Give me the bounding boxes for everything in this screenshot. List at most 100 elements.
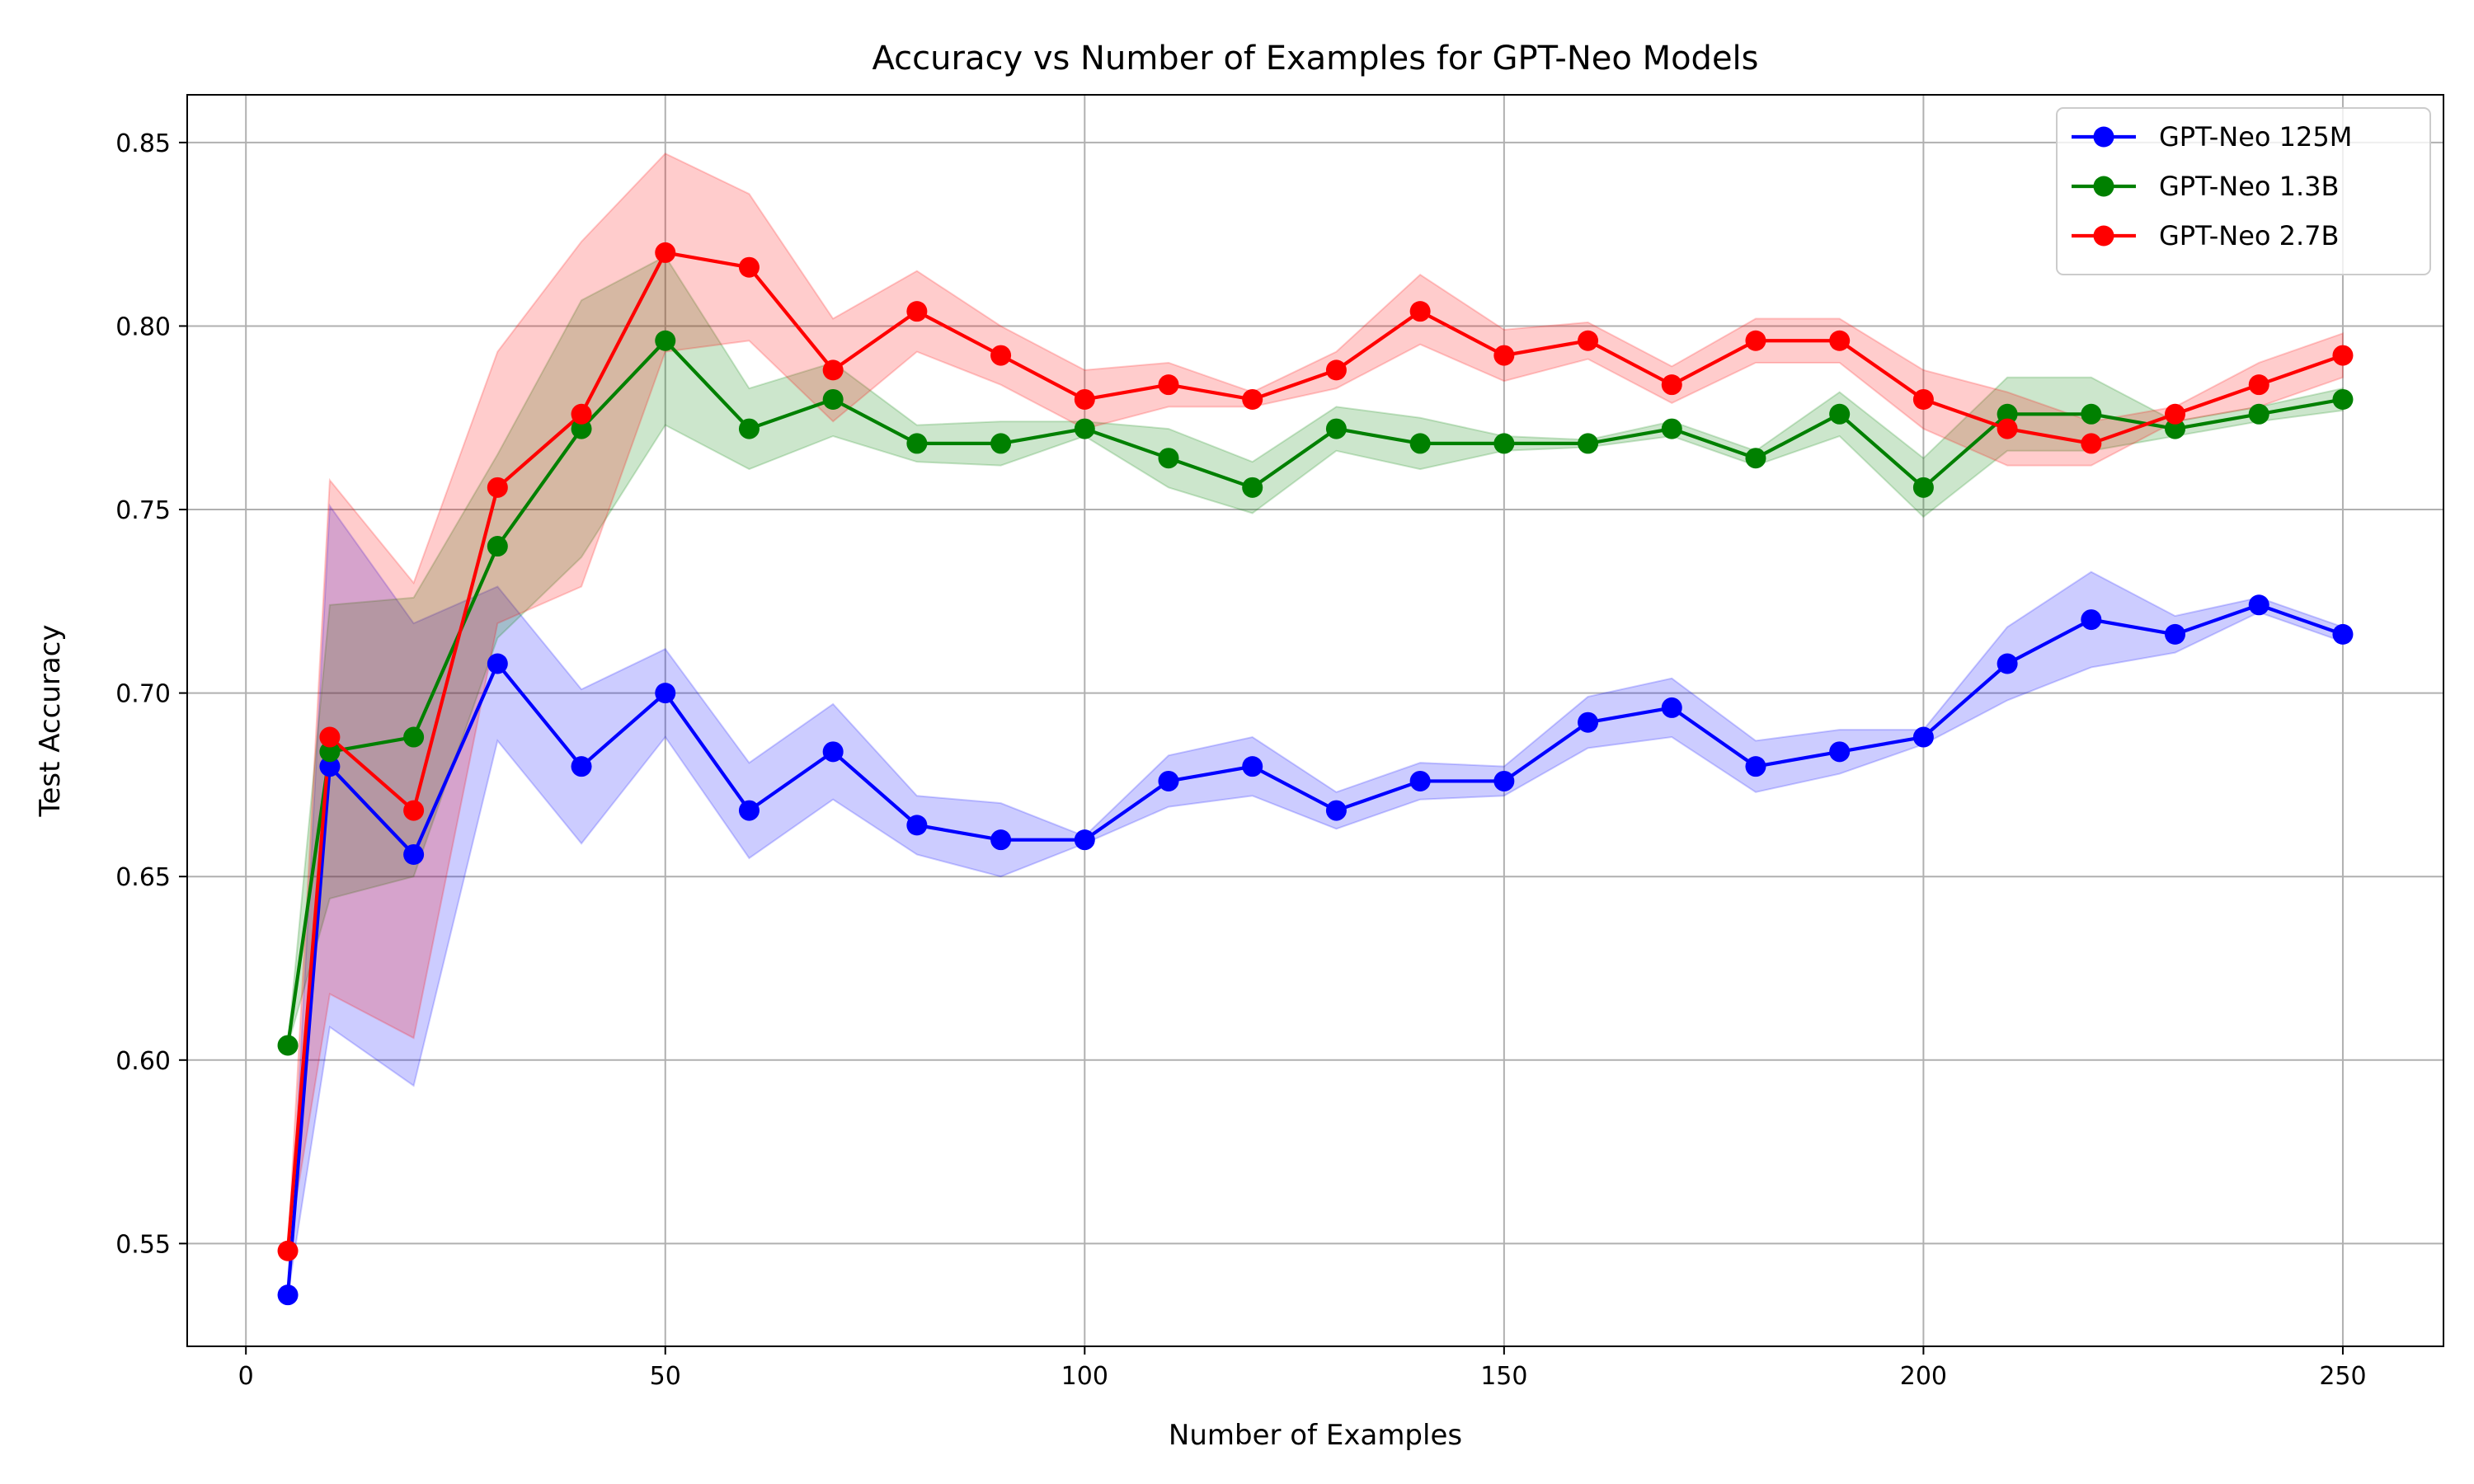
y-axis-ticks: 0.55 0.60 0.65 0.70 0.75 0.80 0.85 [115,129,187,1259]
x-axis-ticks: 0 50 100 150 200 250 [238,1346,2367,1391]
data-point [2165,418,2186,439]
data-point [1158,374,1179,396]
data-point [277,1240,299,1261]
data-point [1493,770,1515,791]
data-point [277,1284,299,1306]
x-tick-label: 0 [238,1362,254,1391]
data-point [655,330,676,351]
data-point [1242,388,1263,410]
data-point [822,359,844,381]
data-point [1997,418,2018,439]
data-point [571,756,592,777]
y-tick-label: 0.65 [115,863,171,892]
data-point [1661,374,1682,396]
data-point [403,843,425,865]
data-point [2248,403,2269,425]
data-point [1745,330,1766,351]
series-markers [277,242,2354,1306]
data-point [2332,345,2354,366]
data-point [571,418,592,439]
data-point [990,345,1012,366]
data-point [1325,359,1347,381]
data-point [2081,433,2102,454]
legend-marker [2093,126,2114,148]
y-tick-label: 0.70 [115,680,171,709]
x-tick-label: 100 [1061,1362,1108,1391]
legend-label: GPT-Neo 2.7B [2159,220,2339,251]
data-point [1661,418,1682,439]
data-point [906,433,928,454]
data-point [487,477,508,498]
data-point [1493,345,1515,366]
x-tick-label: 50 [650,1362,681,1391]
data-point [2248,374,2269,396]
data-point [738,800,760,821]
data-point [1158,770,1179,791]
data-point [1578,330,1599,351]
data-point [1242,756,1263,777]
data-point [1074,388,1095,410]
data-point [1325,418,1347,439]
series-line [285,339,2344,1046]
data-point [1829,741,1851,763]
data-point [1912,726,1934,748]
data-point [1074,829,1095,851]
legend-label: GPT-Neo 1.3B [2159,171,2339,202]
x-tick-label: 250 [2319,1362,2366,1391]
data-point [2332,388,2354,410]
data-point [2081,609,2102,631]
data-point [1074,418,1095,439]
y-tick-label: 0.80 [115,312,171,341]
y-tick-label: 0.85 [115,129,171,158]
data-point [403,726,425,748]
data-point [2081,403,2102,425]
data-point [571,403,592,425]
data-point [487,653,508,674]
y-axis-label: Test Accuracy [34,625,67,818]
legend-label: GPT-Neo 125M [2159,121,2352,153]
data-point [1829,330,1851,351]
data-point [1325,800,1347,821]
data-point [1912,388,1934,410]
data-point [1745,448,1766,469]
legend-marker [2093,225,2114,247]
y-tick-label: 0.55 [115,1230,171,1259]
data-point [1493,433,1515,454]
plot-frame [186,94,2444,1347]
y-tick-label: 0.60 [115,1047,171,1076]
data-point [655,242,676,263]
grid-lines [187,95,2443,1346]
data-point [1578,711,1599,733]
data-point [1158,448,1179,469]
data-point [1409,770,1431,791]
legend-marker [2093,176,2114,197]
chart-title: Accuracy vs Number of Examples for GPT-N… [872,40,1759,77]
data-point [319,741,341,763]
data-point [2165,623,2186,645]
data-point [906,301,928,322]
series-line [285,251,2344,1252]
data-point [1912,477,1934,498]
data-point [822,388,844,410]
data-point [319,726,341,748]
data-point [655,683,676,704]
data-point [738,418,760,439]
data-point [1745,756,1766,777]
data-point [2248,594,2269,616]
series-lines [285,251,2344,1295]
data-point [822,741,844,763]
data-point [1409,301,1431,322]
data-point [1997,403,2018,425]
series-line [285,603,2344,1295]
data-point [403,800,425,821]
data-point [1829,403,1851,425]
data-point [990,829,1012,851]
x-tick-label: 200 [1900,1362,1947,1391]
data-point [319,756,341,777]
data-point [990,433,1012,454]
data-point [906,815,928,836]
data-point [487,536,508,557]
legend-box [2056,107,2431,275]
data-point [1242,477,1263,498]
